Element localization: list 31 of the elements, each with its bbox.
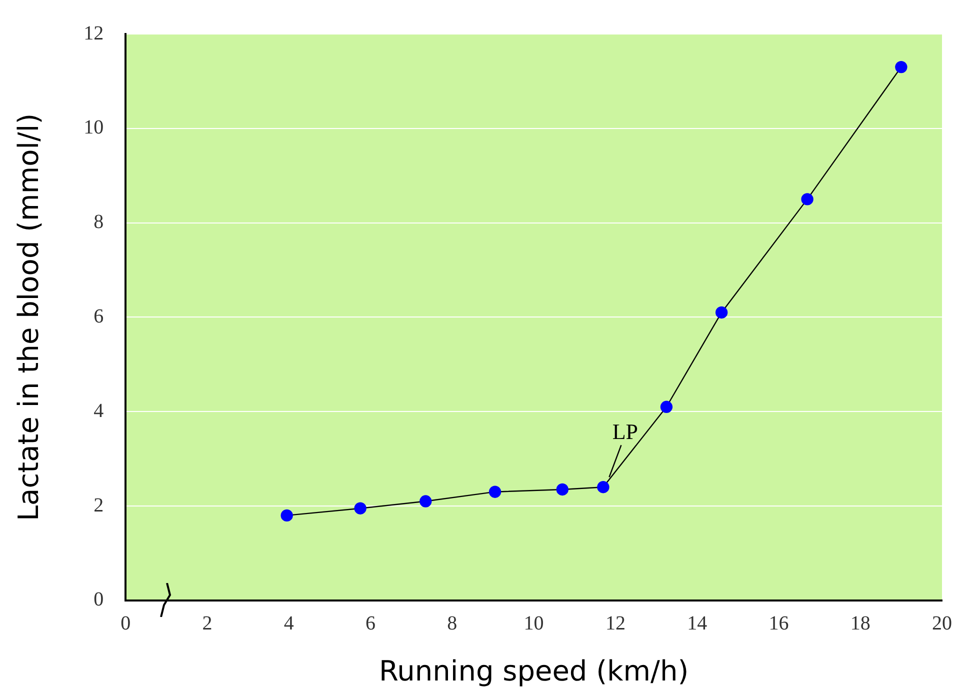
x-axis-title: Running speed (km/h) [378, 654, 689, 688]
point [556, 483, 568, 496]
y-tick-label: 4 [94, 400, 104, 422]
x-tick-label: 20 [932, 612, 952, 635]
point [280, 509, 293, 522]
point [488, 486, 502, 498]
y-tick-label: 0 [94, 588, 104, 611]
x-tick-label: 10 [524, 612, 544, 635]
x-tick-label: 0 [120, 612, 131, 635]
annotation: LP [612, 419, 638, 444]
y-tick-label: 10 [84, 116, 104, 139]
x-tick-label: 18 [850, 612, 870, 635]
point [660, 400, 673, 413]
point [597, 481, 610, 494]
x-tick-label: 4 [284, 612, 294, 635]
x-tick-label: 16 [768, 612, 789, 635]
x-tick-label: 6 [366, 612, 376, 635]
x-tick-label: 12 [605, 612, 626, 635]
point [715, 306, 728, 319]
point [354, 502, 366, 514]
point [895, 60, 908, 74]
x-tick-label: 8 [447, 612, 458, 635]
y-tick-label: 2 [94, 494, 104, 516]
point [420, 495, 432, 508]
x-tick-label: 2 [202, 612, 212, 635]
y-axis-title: Lactate in the blood (mmol/l) [12, 113, 46, 522]
point [801, 193, 814, 206]
y-tick-label: 12 [84, 22, 104, 44]
x-tick-label: 14 [687, 612, 708, 635]
y-tick-label: 8 [94, 211, 104, 234]
y-tick-label: 6 [94, 305, 104, 328]
